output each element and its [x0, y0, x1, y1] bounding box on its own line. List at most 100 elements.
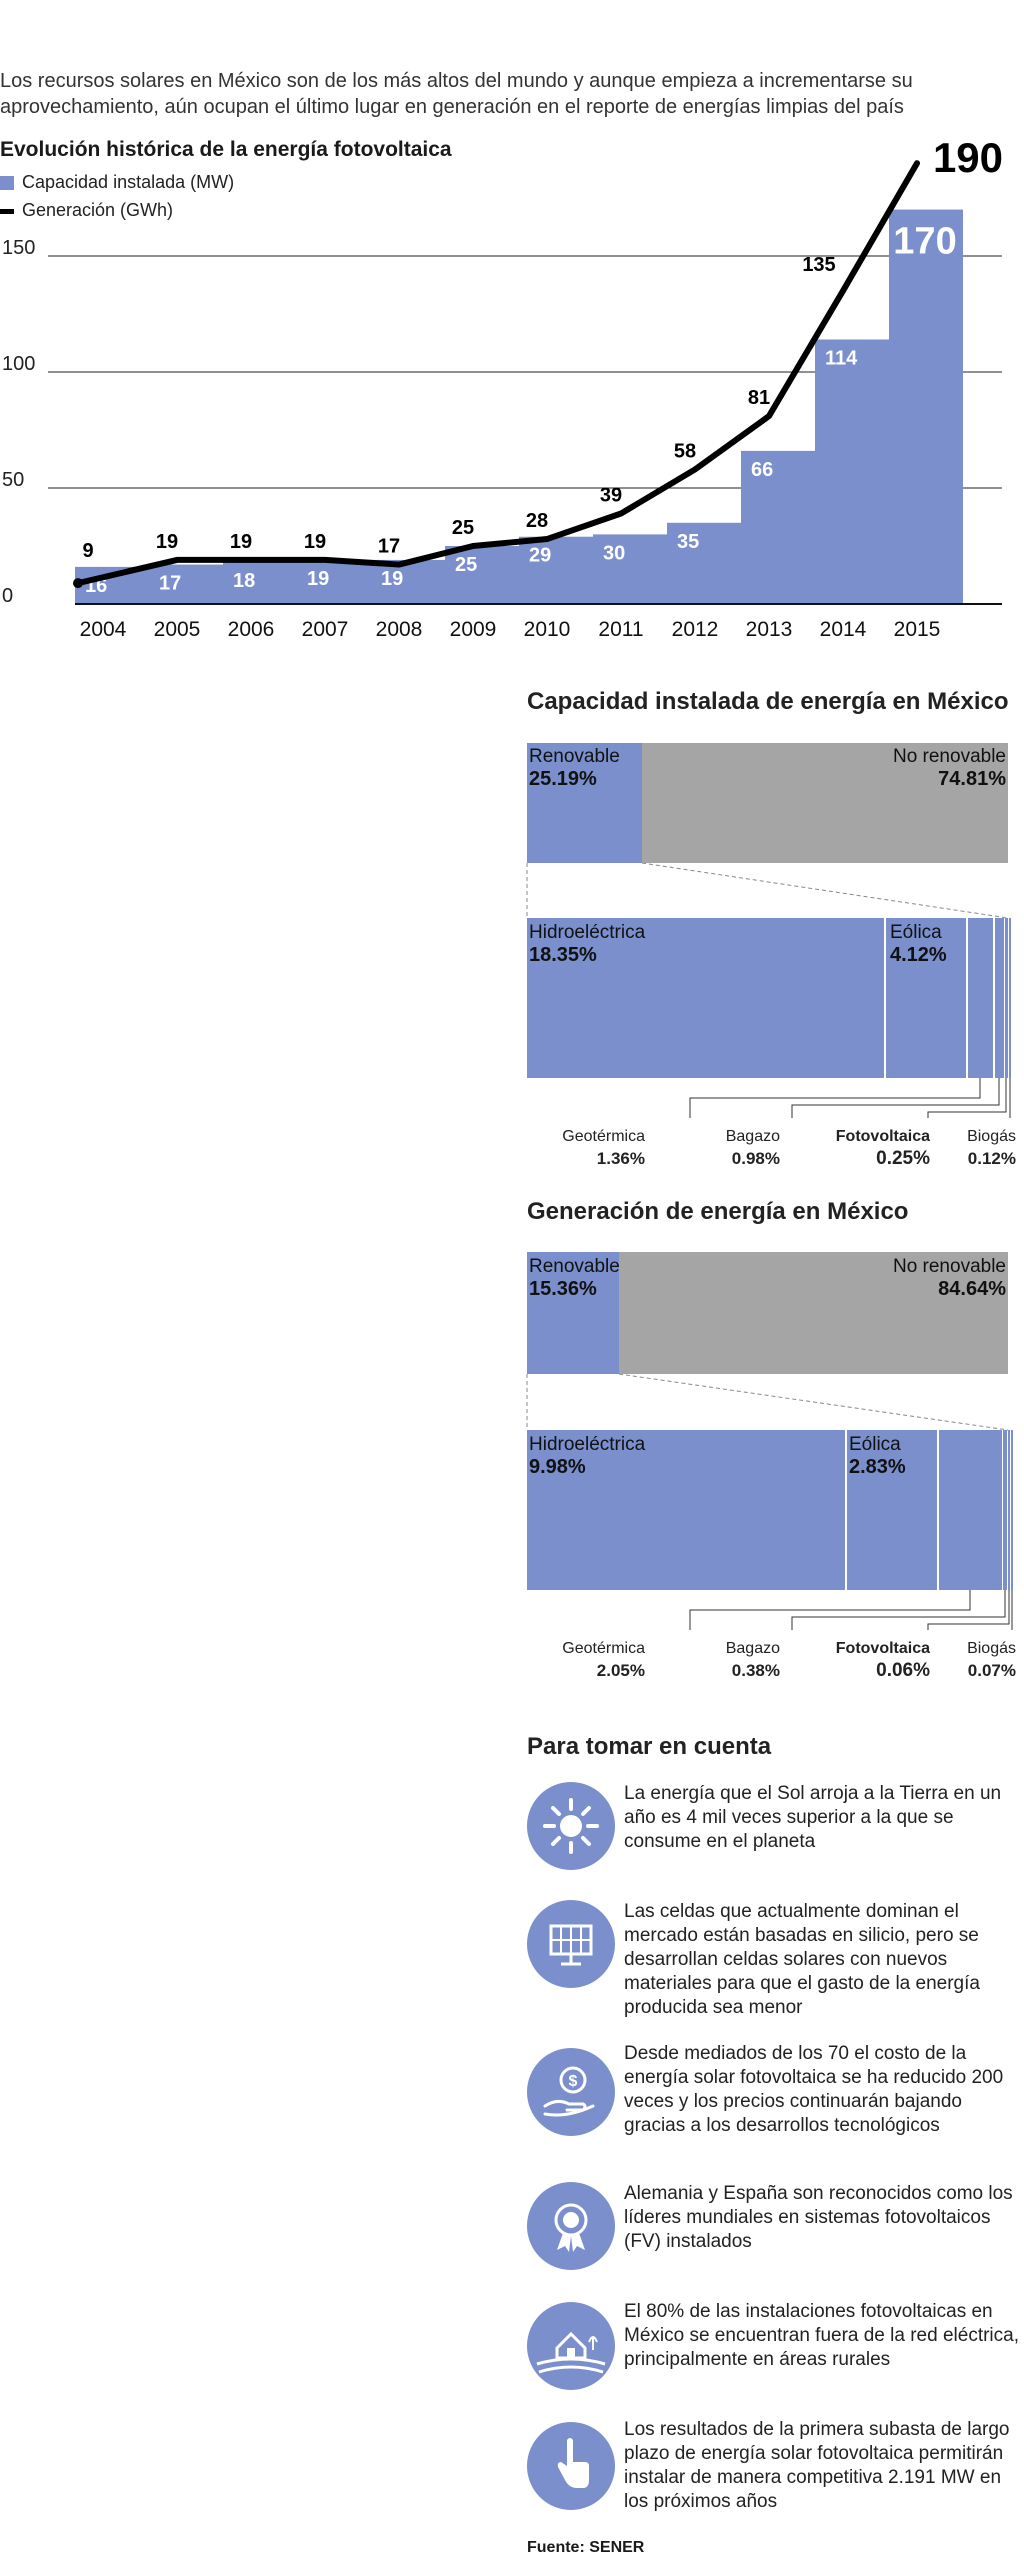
capacidad-biogas-label: Biogás 0.12% [967, 1126, 1016, 1170]
capacity-value-label: 66 [751, 459, 773, 481]
capacidad-geo-bar [968, 918, 993, 1078]
capacidad-foto-value: 0.25% [876, 1148, 930, 1169]
generacion-biogas-bar [1011, 1430, 1013, 1590]
capacity-value-label: 29 [529, 545, 551, 567]
capacidad-norenovable-label: No renovable 74.81% [893, 746, 1006, 791]
capacidad-bagazo-value: 0.98% [731, 1149, 780, 1168]
note-text: Alemania y España son reconocidos como l… [624, 2183, 1013, 2252]
x-tick-label: 2009 [450, 618, 497, 641]
generation-value-label: 17 [378, 536, 400, 558]
capacidad-hidro-label: Hidroeléctrica 18.35% [529, 922, 645, 967]
generacion-norenovable-bar [619, 1252, 1008, 1374]
x-tick-label: 2012 [672, 618, 719, 641]
y-tick-label: 100 [2, 353, 35, 375]
capacidad-eolica-label: Eólica 4.12% [890, 922, 947, 967]
generacion-geo-bar [939, 1430, 1002, 1590]
generacion-renovable-label: Renovable 15.36% [529, 1256, 620, 1301]
generacion-norenovable-value: 84.64% [938, 1278, 1006, 1300]
x-tick-label: 2015 [894, 618, 941, 641]
generacion-geo-label: Geotérmica 2.05% [562, 1638, 645, 1682]
capacidad-foto-text: Fotovoltaica [835, 1128, 930, 1145]
legend-generacion-label: Generación (GWh) [22, 200, 174, 220]
capacidad-hidro-value: 18.35% [529, 944, 597, 966]
capacidad-geo-text: Geotérmica [562, 1128, 645, 1145]
generacion-eolica-text: Eólica [849, 1434, 901, 1455]
capacidad-geo-label: Geotérmica 1.36% [562, 1126, 645, 1170]
y-tick-label: 150 [2, 237, 35, 259]
x-tick-label: 2007 [302, 618, 349, 641]
capacity-bar [445, 546, 519, 604]
generacion-eolica-value: 2.83% [849, 1456, 906, 1478]
capacidad-norenovable-bar [642, 743, 1008, 863]
capacity-value-label: 114 [825, 348, 858, 370]
generacion-foto-value: 0.06% [876, 1660, 930, 1681]
generation-value-label: 135 [802, 254, 835, 276]
capacity-bar [667, 522, 741, 604]
capacity-value-label: 18 [233, 570, 255, 592]
y-tick-label: 50 [2, 469, 24, 491]
source-note: Fuente: SENER [527, 2539, 645, 2556]
generacion-eolica-bar [847, 1430, 937, 1590]
capacidad-bagazo-bar [995, 918, 1004, 1078]
capacidad-foto-bar [1005, 918, 1008, 1078]
generacion-biogas-label: Biogás 0.07% [967, 1638, 1016, 1682]
generacion-foto-label: Fotovoltaica 0.06% [836, 1638, 930, 1682]
capacity-value-label: 30 [603, 542, 625, 564]
note-text: El 80% de las instalaciones fotovoltaica… [624, 2301, 1019, 2370]
capacidad-renovable-text: Renovable [529, 746, 620, 767]
generation-value-label: 19 [230, 531, 252, 553]
capacidad-bagazo-text: Bagazo [725, 1128, 780, 1145]
generacion-hidro-label: Hidroeléctrica 9.98% [529, 1434, 645, 1479]
x-tick-label: 2005 [154, 618, 201, 641]
generacion-renovable-value: 15.36% [529, 1278, 597, 1300]
capacidad-hidro-bar [527, 918, 884, 1078]
generacion-biogas-value: 0.07% [967, 1661, 1016, 1680]
capacidad-bagazo-label: Bagazo 0.98% [726, 1126, 780, 1170]
capacity-bar [149, 564, 223, 604]
generacion-norenovable-text: No renovable [892, 1256, 1006, 1277]
chart-title: Evolución histórica de la energía fotovo… [0, 138, 452, 161]
generacion-bagazo-label: Bagazo 0.38% [726, 1638, 780, 1682]
capacidad-renovable-value: 25.19% [529, 768, 597, 790]
capacidad-foto-label: Fotovoltaica 0.25% [836, 1126, 930, 1170]
capacity-value-label: 25 [455, 554, 477, 576]
generation-line [75, 160, 920, 587]
capacity-bar [593, 534, 667, 604]
capacidad-norenovable-text: No renovable [892, 746, 1006, 767]
generacion-bagazo-text: Bagazo [725, 1640, 780, 1657]
capacidad-norenovable-value: 74.81% [938, 768, 1006, 790]
note-text: Las celdas que actualmente dominan el me… [624, 1901, 980, 2018]
capacity-bar [297, 559, 371, 604]
intro-text: Los recursos solares en México son de lo… [0, 70, 913, 118]
generacion-hidro-text: Hidroeléctrica [529, 1434, 646, 1455]
capacidad-hidro-text: Hidroeléctrica [529, 922, 646, 943]
capacity-value-label: 19 [307, 568, 329, 590]
x-tick-label: 2004 [80, 618, 127, 641]
capacity-bar [815, 339, 889, 604]
capacidad-biogas-bar [1009, 918, 1011, 1078]
capacidad-geo-value: 1.36% [596, 1149, 645, 1168]
generation-value-label: 58 [674, 440, 696, 462]
y-tick-label: 0 [2, 585, 13, 607]
capacity-value-label: 170 [893, 221, 956, 263]
generation-value-label: 9 [82, 540, 93, 562]
generacion-bagazo-value: 0.38% [731, 1661, 780, 1680]
generation-value-label: 81 [748, 387, 770, 409]
capacity-bar [223, 562, 297, 604]
legend-generacion: Generación (GWh) [0, 200, 173, 221]
generacion-renovable-text: Renovable [529, 1256, 620, 1277]
generation-value-label: 190 [933, 134, 1003, 181]
rural-house-icon [527, 2302, 615, 2390]
generacion-biogas-text: Biogás [967, 1640, 1016, 1657]
x-tick-label: 2010 [524, 618, 571, 641]
legend-capacidad: Capacidad instalada (MW) [0, 172, 234, 193]
note-text: Desde mediados de los 70 el costo de la … [624, 2043, 1004, 2136]
capacity-value-label: 19 [381, 568, 403, 590]
capacidad-eolica-text: Eólica [890, 922, 942, 943]
capacidad-biogas-value: 0.12% [967, 1149, 1016, 1168]
capacity-value-label: 35 [677, 531, 699, 553]
sun-icon [527, 1782, 615, 1870]
